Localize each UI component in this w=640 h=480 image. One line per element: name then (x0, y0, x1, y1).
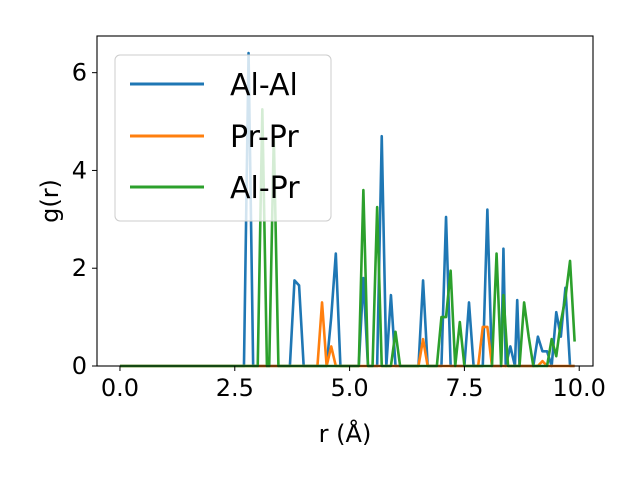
x-axis-label: r (Å) (319, 419, 372, 448)
legend: Al-Al Pr-Pr Al-Pr (114, 54, 332, 222)
y-axis-label: g(r) (36, 179, 64, 223)
legend-label-pr-pr: Pr-Pr (230, 120, 299, 155)
plot-frame (96, 35, 594, 367)
x-tick-label: 10.0 (553, 374, 606, 402)
x-tick-label: 2.5 (216, 374, 254, 402)
y-tick-label: 2 (72, 254, 87, 282)
legend-entry-pr-pr: Pr-Pr (130, 120, 299, 155)
legend-box (114, 54, 332, 222)
y-tick-label: 4 (72, 156, 87, 184)
x-tick-label: 5.0 (331, 374, 369, 402)
y-tick-label: 6 (72, 59, 87, 87)
ticks-layer: 0.0 2.5 5.0 7.5 10.0 0 2 4 6 (72, 59, 606, 402)
legend-label-al-al: Al-Al (230, 68, 298, 103)
legend-label-al-pr: Al-Pr (230, 171, 300, 206)
legend-entry-al-pr: Al-Pr (130, 171, 300, 206)
x-tick-label: 0.0 (101, 374, 139, 402)
y-tick-label: 0 (72, 352, 87, 380)
legend-entry-al-al: Al-Al (130, 68, 298, 103)
x-tick-label: 7.5 (445, 374, 483, 402)
